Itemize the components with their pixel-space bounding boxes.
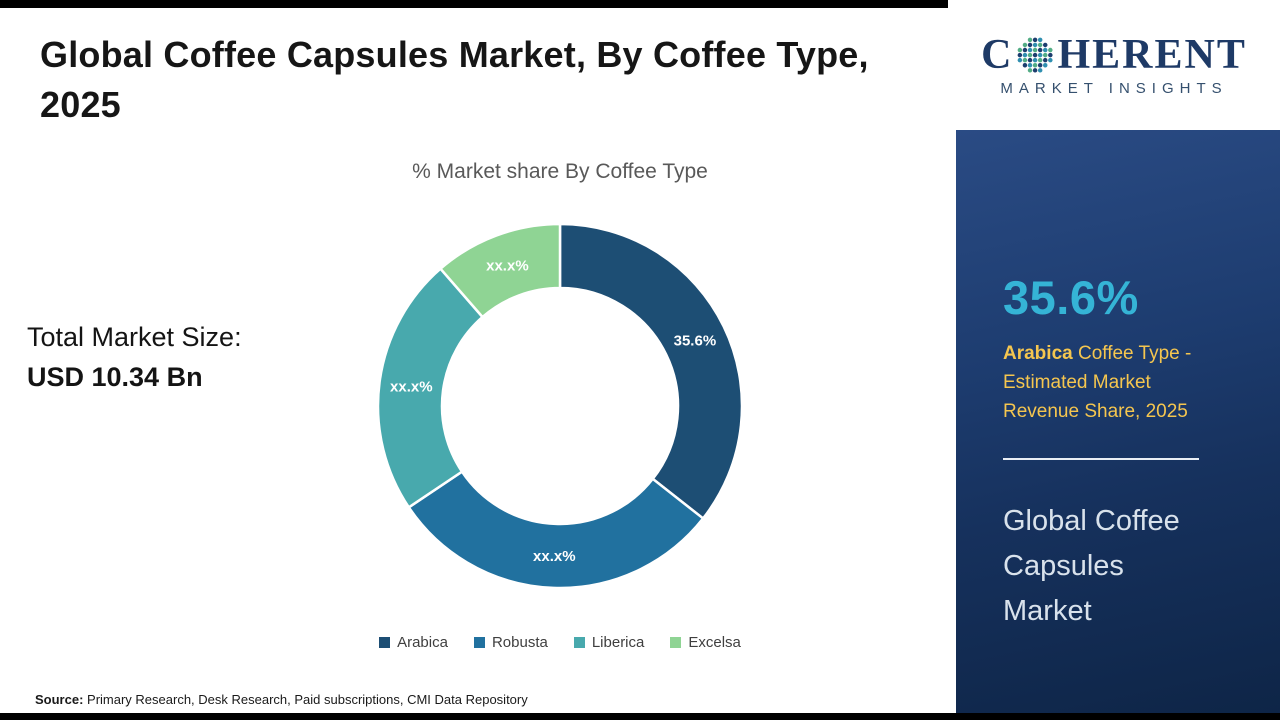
bottom-black-bar: [0, 713, 1280, 720]
top-black-bar: [0, 0, 948, 8]
donut-slice-robusta: [407, 469, 705, 590]
total-market-size-block: Total Market Size: USD 10.34 Bn: [27, 322, 242, 393]
logo-text-start: C: [981, 31, 1014, 78]
legend-swatch: [473, 637, 485, 648]
sidebar-stat-value: 35.6%: [1003, 271, 1139, 324]
sidebar-market-title: Global Coffee Capsules Market: [1003, 505, 1180, 627]
legend-item-arabica: Arabica: [379, 634, 448, 651]
sidebar-panel: 35.6% Arabica Coffee Type - Estimated Ma…: [956, 130, 1280, 713]
legend-swatch: [573, 637, 585, 648]
sidebar-divider: [1003, 458, 1199, 460]
source-note: Source: Primary Research, Desk Research,…: [35, 692, 528, 707]
slice-label-liberica: xx.x%: [390, 378, 433, 395]
logo-text-end: HERENT: [1057, 31, 1247, 78]
total-market-size-value: USD 10.34 Bn: [27, 362, 203, 392]
source-text: Primary Research, Desk Research, Paid su…: [87, 692, 528, 707]
chart-area: % Market share By Coffee Type 35.6% xx.x%…: [300, 160, 820, 651]
donut-slice-arabica: [558, 222, 744, 521]
slice-label-excelsa: xx.x%: [486, 258, 529, 275]
brand-tagline: MARKET INSIGHTS: [1000, 79, 1228, 97]
chart-title: % Market share By Coffee Type: [412, 160, 708, 183]
donut-slice-liberica: [376, 266, 485, 510]
legend-item-robusta: Robusta: [473, 634, 548, 651]
sidebar-stat-category: Arabica: [1003, 343, 1073, 364]
total-market-size-label: Total Market Size:: [27, 322, 242, 352]
legend-swatch: [379, 637, 391, 648]
chart-legend: Arabica Robusta Liberica Excelsa: [379, 634, 741, 651]
legend-item-excelsa: Excelsa: [670, 634, 741, 651]
slice-label-arabica: 35.6%: [674, 332, 717, 349]
legend-label: Liberica: [591, 634, 645, 651]
page-title: Global Coffee Capsules Market, By Coffee…: [40, 34, 869, 126]
source-label: Source:: [35, 692, 84, 707]
legend-label: Arabica: [397, 634, 448, 651]
cmi-globe-icon: [1018, 37, 1054, 73]
brand-logo: C HERENT MARKET INSIGHTS: [948, 0, 1280, 130]
legend-item-liberica: Liberica: [573, 634, 645, 651]
legend-label: Robusta: [491, 634, 548, 651]
slice-label-robusta: xx.x%: [533, 548, 576, 565]
legend-swatch: [670, 637, 682, 648]
sidebar-stat-desc: Arabica Coffee Type - Estimated Market R…: [1003, 339, 1215, 426]
donut-slice-excelsa: [438, 222, 562, 319]
sidebar: C HERENT MARKET INSIGHTS 35.6% Arabica C…: [948, 0, 1280, 713]
sidebar-stat-description: Coffee Type - Estimated Market Revenue S…: [1003, 343, 1192, 422]
donut-chart: 35.6% xx.x% xx.x% xx.x%: [376, 222, 744, 590]
legend-label: Excelsa: [688, 634, 741, 651]
brand-logo-wordmark: C HERENT: [981, 34, 1247, 76]
